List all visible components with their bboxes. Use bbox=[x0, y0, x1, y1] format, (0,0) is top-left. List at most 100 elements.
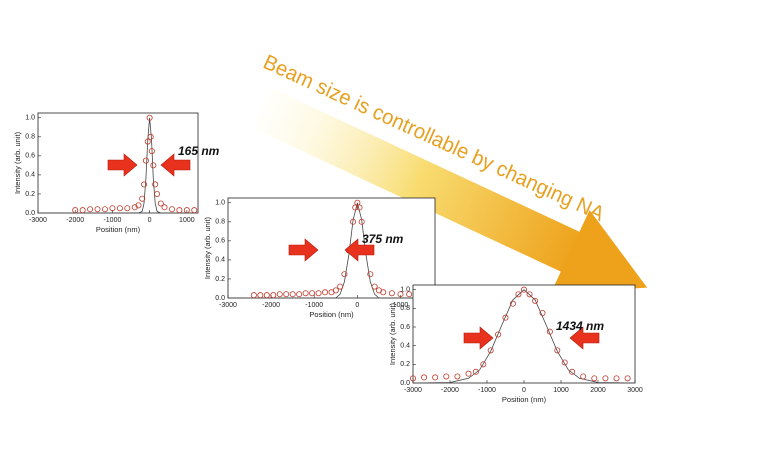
data-point bbox=[144, 138, 151, 145]
data-point bbox=[150, 162, 157, 169]
data-point bbox=[465, 370, 472, 377]
y-tick-label: 0.2 bbox=[400, 361, 410, 368]
x-axis-label: Position (nm) bbox=[502, 395, 547, 404]
data-point bbox=[309, 290, 316, 297]
data-point bbox=[397, 291, 404, 298]
data-point bbox=[371, 283, 378, 290]
data-point bbox=[157, 200, 164, 207]
y-tick-label: 1.0 bbox=[25, 115, 35, 122]
y-tick-label: 0.6 bbox=[25, 153, 35, 160]
width-label: 1434 nm bbox=[556, 319, 604, 333]
data-point bbox=[521, 286, 528, 293]
x-tick-label: -1000 bbox=[305, 302, 323, 309]
y-axis-label: Intensity (arb. unit) bbox=[203, 216, 212, 279]
data-point bbox=[554, 347, 561, 354]
data-point bbox=[270, 292, 277, 299]
data-point bbox=[480, 361, 487, 368]
x-tick-label: 2000 bbox=[590, 387, 606, 394]
data-point bbox=[532, 297, 539, 304]
data-point bbox=[152, 181, 159, 188]
data-point bbox=[561, 359, 568, 366]
data-point bbox=[161, 204, 168, 211]
data-point bbox=[546, 328, 553, 335]
data-point bbox=[168, 206, 175, 213]
data-point bbox=[367, 271, 374, 278]
x-tick-label: 1000 bbox=[393, 302, 409, 309]
y-tick-label: 0.0 bbox=[400, 380, 410, 387]
x-tick-label: -3000 bbox=[219, 302, 237, 309]
data-point bbox=[302, 290, 309, 297]
red-arrow bbox=[107, 153, 138, 177]
x-tick-label: -2000 bbox=[66, 217, 84, 224]
data-point bbox=[257, 292, 264, 299]
y-tick-label: 1.0 bbox=[215, 200, 225, 207]
data-point bbox=[276, 291, 283, 298]
y-tick-label: 0.8 bbox=[215, 219, 225, 226]
data-point bbox=[176, 207, 183, 214]
data-point bbox=[602, 375, 609, 382]
x-tick-label: 1000 bbox=[179, 217, 195, 224]
plot-frame bbox=[227, 197, 436, 299]
y-axis-label: Intensity (arb. unit) bbox=[13, 131, 22, 194]
y-tick-label: 1.0 bbox=[400, 287, 410, 294]
data-point bbox=[502, 314, 509, 321]
data-point bbox=[487, 347, 494, 354]
data-point bbox=[296, 291, 303, 298]
data-point bbox=[358, 218, 365, 225]
data-point bbox=[406, 291, 413, 298]
y-tick-label: 0.4 bbox=[400, 343, 410, 350]
red-arrow bbox=[288, 238, 319, 262]
x-tick-label: -1000 bbox=[478, 387, 496, 394]
x-tick-label: -1000 bbox=[103, 217, 121, 224]
y-tick-label: 0.6 bbox=[400, 324, 410, 331]
data-point bbox=[354, 199, 361, 206]
data-point bbox=[94, 206, 101, 213]
data-point bbox=[79, 207, 86, 214]
x-axis-label: Position (nm) bbox=[96, 225, 141, 234]
data-point bbox=[315, 290, 322, 297]
data-point bbox=[569, 368, 576, 375]
x-tick-label: 0 bbox=[148, 217, 152, 224]
data-point bbox=[388, 290, 395, 297]
red-arrow bbox=[160, 153, 191, 177]
red-arrow bbox=[569, 326, 600, 350]
data-point bbox=[356, 204, 363, 211]
data-point bbox=[454, 373, 461, 380]
x-axis-label: Position (nm) bbox=[309, 310, 354, 319]
data-point bbox=[341, 271, 348, 278]
data-point bbox=[142, 157, 149, 164]
data-point bbox=[322, 289, 329, 296]
y-tick-label: 0.8 bbox=[400, 305, 410, 312]
x-tick-label: 1000 bbox=[553, 387, 569, 394]
data-point bbox=[148, 148, 155, 155]
data-point bbox=[613, 375, 620, 382]
data-point bbox=[250, 292, 257, 299]
data-point bbox=[350, 218, 357, 225]
data-point bbox=[515, 291, 522, 298]
data-point bbox=[472, 368, 479, 375]
y-tick-label: 0.2 bbox=[25, 191, 35, 198]
data-point bbox=[495, 331, 502, 338]
data-point bbox=[154, 190, 161, 197]
data-point bbox=[263, 292, 270, 299]
data-point bbox=[409, 375, 416, 382]
data-point bbox=[87, 206, 94, 213]
red-arrow bbox=[463, 326, 494, 350]
data-point bbox=[139, 195, 146, 202]
data-point bbox=[101, 206, 108, 213]
red-arrow bbox=[344, 238, 375, 262]
data-point bbox=[191, 207, 198, 214]
y-tick-label: 0.4 bbox=[25, 172, 35, 179]
data-point bbox=[432, 374, 439, 381]
x-tick-label: 0 bbox=[522, 387, 526, 394]
data-point bbox=[183, 207, 190, 214]
data-point bbox=[509, 300, 516, 307]
fit-line bbox=[412, 289, 636, 384]
y-tick-label: 0.6 bbox=[215, 238, 225, 245]
y-tick-label: 0.2 bbox=[215, 276, 225, 283]
width-label: 165 nm bbox=[178, 144, 220, 158]
data-point bbox=[332, 287, 339, 294]
data-point bbox=[141, 181, 148, 188]
data-point bbox=[109, 205, 116, 212]
